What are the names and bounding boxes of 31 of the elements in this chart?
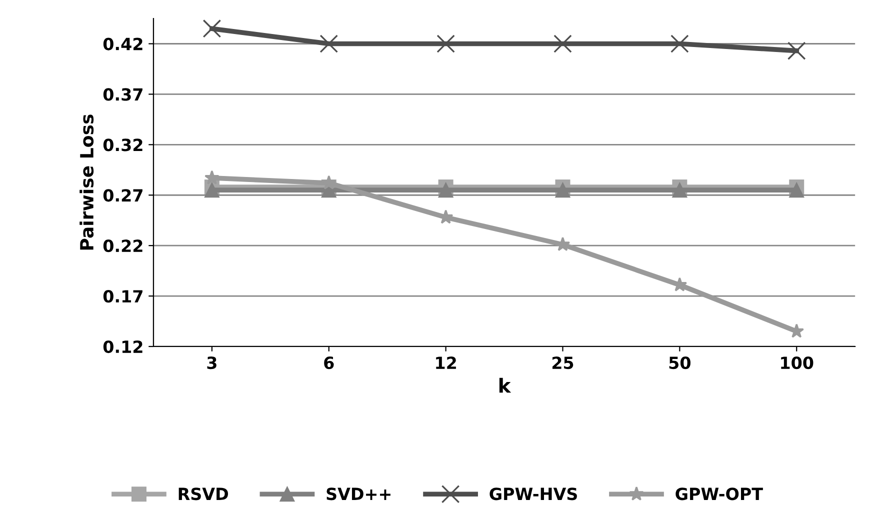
legend-label: GPW-HVS (490, 488, 577, 500)
y-axis-title: Pairwise Loss (80, 114, 94, 250)
point (202, 19, 222, 38)
y-tick-label: 0.37 (103, 88, 142, 101)
x-tick-label: 6 (324, 356, 334, 370)
x-tick-label: 100 (781, 356, 814, 370)
point (554, 34, 572, 53)
x-axis-title: k (499, 378, 512, 393)
point (789, 182, 804, 198)
y-tick-label: 0.32 (103, 138, 142, 152)
y-tick-label: 0.42 (103, 38, 142, 50)
y-tick-label: 0.12 (103, 340, 142, 354)
legend-label: SVD++ (326, 488, 390, 500)
point (320, 34, 338, 53)
point (555, 182, 570, 198)
point (672, 182, 688, 198)
x-tick-label: 50 (669, 356, 690, 370)
x-tick-label: 3 (207, 356, 216, 370)
point (787, 42, 806, 60)
y-tick-label: 0.27 (103, 189, 142, 202)
y-tick-label: 0.17 (103, 290, 142, 303)
x-tick-label: 25 (552, 356, 574, 370)
point (438, 182, 454, 198)
point (204, 170, 220, 184)
legend-label: RSVD (178, 488, 228, 500)
point (670, 34, 689, 53)
legend-label: GPW-OPT (676, 488, 763, 500)
x-tick-label: 12 (436, 356, 456, 369)
point (436, 34, 455, 53)
point (204, 182, 220, 198)
y-tick-label: 0.22 (103, 240, 142, 252)
